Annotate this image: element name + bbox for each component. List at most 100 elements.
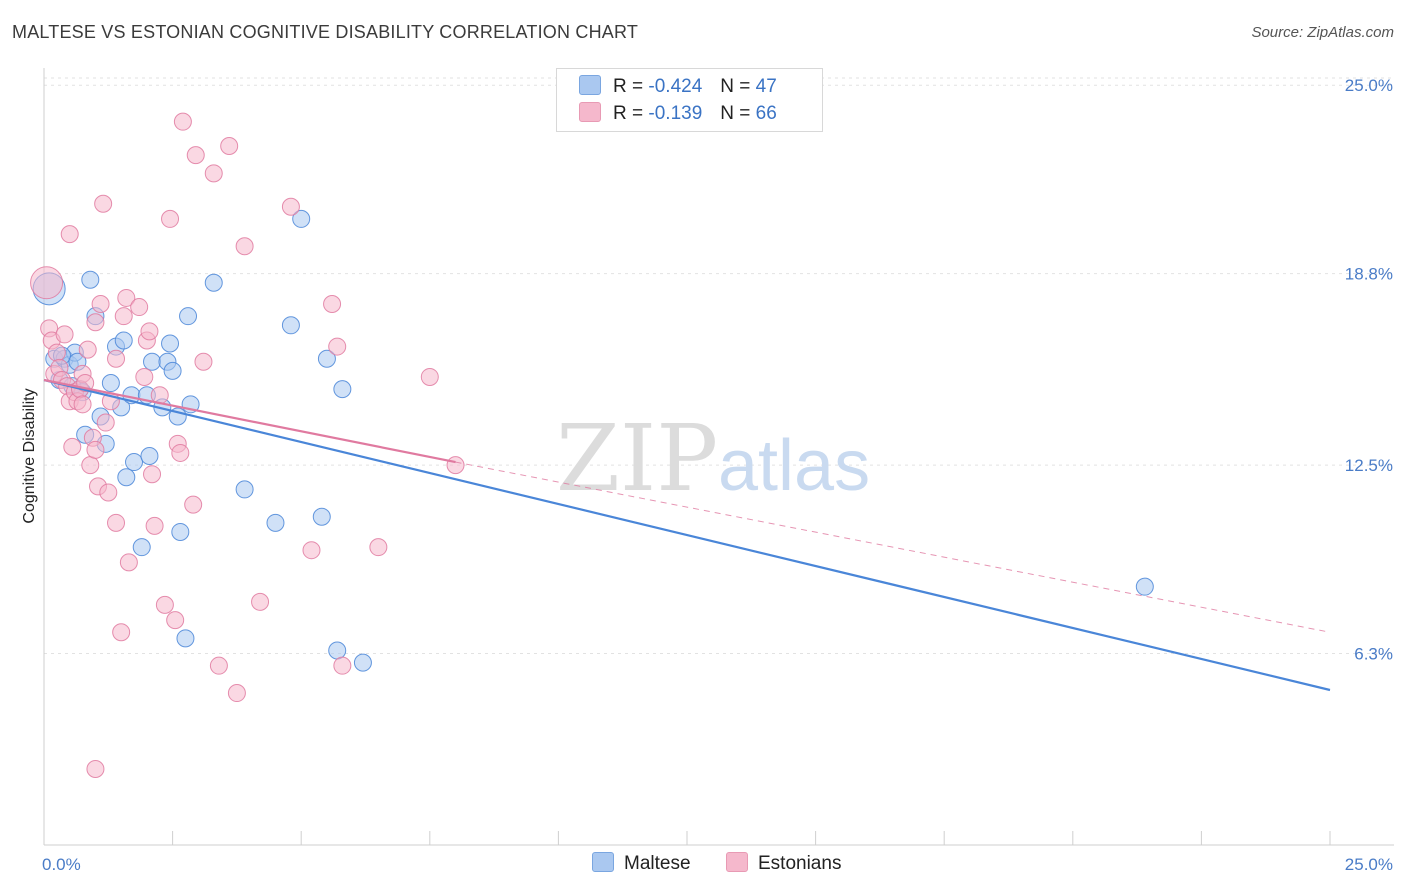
- gridlines: [44, 77, 1394, 655]
- point-estonians: [333, 656, 352, 675]
- point-estonians: [328, 337, 347, 356]
- point-maltese: [1135, 577, 1154, 596]
- source-label: Source: ZipAtlas.com: [1251, 24, 1394, 41]
- point-estonians: [220, 136, 239, 155]
- point-estonians: [135, 367, 154, 386]
- point-estonians: [96, 413, 115, 432]
- point-maltese: [132, 538, 151, 557]
- legend-row-estonians: R = -0.139 N = 66: [579, 102, 777, 128]
- legend-item-maltese: Maltese: [592, 852, 691, 875]
- point-maltese: [179, 307, 198, 326]
- n-value: 47: [755, 76, 777, 97]
- point-estonians: [78, 340, 97, 359]
- point-estonians: [117, 288, 136, 307]
- point-maltese: [292, 209, 311, 228]
- point-estonians: [194, 352, 213, 371]
- legend-swatch-estonians: [579, 102, 601, 122]
- point-estonians: [161, 209, 180, 228]
- point-estonians: [251, 592, 270, 611]
- trend-extension-estonians: [455, 461, 1331, 633]
- point-estonians: [81, 456, 100, 475]
- point-estonians: [86, 313, 105, 332]
- point-estonians: [204, 164, 223, 183]
- point-estonians: [130, 298, 149, 317]
- point-maltese: [101, 374, 120, 393]
- point-estonians: [47, 343, 66, 362]
- point-estonians: [166, 611, 185, 630]
- legend-swatch-maltese: [579, 75, 601, 95]
- point-estonians: [281, 197, 300, 216]
- point-estonians: [30, 266, 64, 300]
- point-estonians: [173, 112, 192, 131]
- point-maltese: [353, 653, 372, 672]
- n-label: N =: [720, 103, 751, 124]
- point-estonians: [227, 684, 246, 703]
- point-maltese: [161, 334, 180, 353]
- n-value: 66: [755, 103, 777, 124]
- point-estonians: [86, 440, 105, 459]
- point-estonians: [107, 349, 126, 368]
- point-estonians: [55, 325, 74, 344]
- point-maltese: [235, 480, 254, 499]
- r-value: -0.139: [648, 103, 703, 124]
- point-estonians: [186, 146, 205, 165]
- point-maltese: [114, 331, 133, 350]
- point-estonians: [184, 495, 203, 514]
- point-maltese: [204, 273, 223, 292]
- trend-line-maltese: [43, 378, 1331, 692]
- watermark-atlas: atlas: [718, 426, 870, 506]
- legend-swatch-maltese: [592, 852, 614, 872]
- point-estonians: [99, 483, 118, 502]
- correlation-legend: R = -0.424 N = 47 R = -0.139 N = 66: [556, 68, 823, 132]
- watermark-zip: ZIP: [556, 405, 718, 512]
- point-estonians: [94, 194, 113, 213]
- point-estonians: [86, 760, 105, 779]
- point-maltese: [143, 352, 162, 371]
- y-tick-label: 25.0%: [1345, 76, 1393, 95]
- point-estonians: [119, 553, 138, 572]
- point-maltese: [176, 629, 195, 648]
- point-estonians: [369, 538, 388, 557]
- point-maltese: [333, 380, 352, 399]
- y-tick-label: 12.5%: [1345, 456, 1393, 475]
- point-maltese: [117, 468, 136, 487]
- n-label: N =: [720, 76, 751, 97]
- point-maltese: [163, 361, 182, 380]
- point-estonians: [143, 465, 162, 484]
- point-estonians: [420, 367, 439, 386]
- axes: [43, 68, 1394, 846]
- r-value: -0.424: [648, 76, 703, 97]
- point-maltese: [281, 316, 300, 335]
- point-maltese: [140, 446, 159, 465]
- point-estonians: [107, 513, 126, 532]
- x-tick-label: 25.0%: [1345, 855, 1393, 874]
- legend-row-maltese: R = -0.424 N = 47: [579, 75, 777, 101]
- point-maltese: [266, 513, 285, 532]
- chart-title: MALTESE VS ESTONIAN COGNITIVE DISABILITY…: [12, 22, 639, 42]
- point-maltese: [125, 453, 144, 472]
- r-label: R =: [613, 103, 644, 124]
- y-tick-label: 18.8%: [1345, 265, 1393, 284]
- point-estonians: [114, 307, 133, 326]
- point-estonians: [91, 295, 110, 314]
- point-estonians: [171, 443, 190, 462]
- point-estonians: [209, 656, 228, 675]
- tick-labels: 6.3% 12.5% 18.8% 25.0% 0.0% 25.0%: [42, 76, 1393, 874]
- legend-label-maltese: Maltese: [624, 853, 691, 874]
- y-tick-label: 6.3%: [1354, 645, 1393, 664]
- point-maltese: [312, 507, 331, 526]
- legend-item-estonians: Estonians: [726, 852, 841, 875]
- point-maltese: [328, 641, 347, 660]
- y-axis-label: Cognitive Disability: [21, 388, 38, 523]
- x-tick-label: 0.0%: [42, 855, 81, 874]
- legend-label-estonians: Estonians: [758, 853, 842, 874]
- point-maltese: [81, 270, 100, 289]
- point-estonians: [73, 395, 92, 414]
- point-estonians: [323, 295, 342, 314]
- point-maltese: [317, 349, 336, 368]
- point-estonians: [60, 225, 79, 244]
- point-estonians: [140, 322, 159, 341]
- trend-line-estonians: [43, 378, 456, 464]
- watermark: ZIP atlas: [556, 405, 870, 512]
